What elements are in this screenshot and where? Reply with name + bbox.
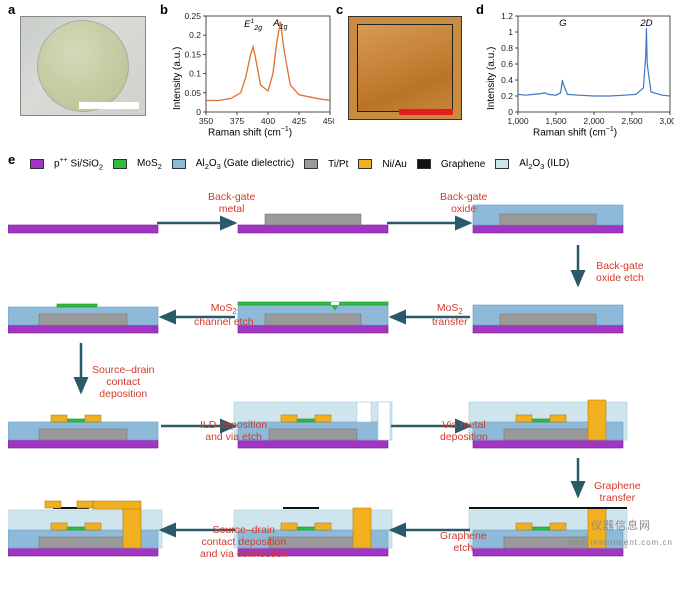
svg-text:0.15: 0.15 xyxy=(184,49,201,59)
svg-text:3,000: 3,000 xyxy=(659,116,674,126)
panel-d-chart: 00.20.40.60.811.21,0001,5002,0002,5003,0… xyxy=(488,10,674,138)
legend-swatch xyxy=(30,159,44,169)
svg-text:1,500: 1,500 xyxy=(545,116,567,126)
step-label-mos2-transfer: MoS2transfer xyxy=(432,302,468,328)
chart-b-xlabel: Raman shift (cm−1) xyxy=(208,126,292,138)
step-label-mos2-etch: MoS2channel etch xyxy=(194,302,254,328)
svg-text:350: 350 xyxy=(199,116,213,126)
step-label-backgate-metal: Back-gatemetal xyxy=(208,191,255,215)
step-label-graphene-etch: Grapheneetch xyxy=(440,530,487,554)
svg-text:0.8: 0.8 xyxy=(501,43,513,53)
chart-b-ylabel: Intensity (a.u.) xyxy=(172,47,183,110)
svg-text:0.1: 0.1 xyxy=(189,69,201,79)
svg-text:2,500: 2,500 xyxy=(621,116,643,126)
step-label-sd-deposition: Source–draincontactdeposition xyxy=(92,364,154,400)
flow-area: Back-gatemetal Back-gateoxide Back-gateo… xyxy=(8,180,678,590)
legend-swatch xyxy=(172,159,186,169)
chart-b-svg: 00.050.10.150.20.25350375400425450E12gA1… xyxy=(174,10,334,138)
legend-label: Ti/Pt xyxy=(328,159,348,170)
legend-label: Al2O3 (ILD) xyxy=(519,158,569,171)
legend-label: Graphene xyxy=(441,159,485,170)
panel-a-image xyxy=(20,16,146,116)
panel-c-image xyxy=(348,16,462,120)
panel-a-scalebar xyxy=(79,102,139,109)
legend-swatch xyxy=(417,159,431,169)
legend-label: p++ Si/SiO2 xyxy=(54,157,103,171)
legend-swatch xyxy=(495,159,509,169)
panel-c-scalebar xyxy=(399,109,453,115)
svg-text:1,000: 1,000 xyxy=(507,116,529,126)
panel-e-label: e xyxy=(8,152,15,167)
wafer-photo xyxy=(37,20,129,112)
watermark-1: 仪器信息网 xyxy=(591,517,651,533)
legend-swatch xyxy=(113,159,127,169)
svg-text:450: 450 xyxy=(323,116,334,126)
step-label-final: Source–draincontact depositionand via co… xyxy=(200,524,288,560)
svg-text:0.05: 0.05 xyxy=(184,88,201,98)
svg-text:425: 425 xyxy=(292,116,306,126)
svg-text:0.25: 0.25 xyxy=(184,11,201,21)
legend-label: MoS2 xyxy=(137,158,162,171)
watermark-2: www.instrument.com.cn xyxy=(568,538,673,547)
svg-text:0.6: 0.6 xyxy=(501,59,513,69)
legend-label: Al2O3 (Gate dielectric) xyxy=(196,158,294,171)
svg-text:1: 1 xyxy=(508,27,513,37)
step-label-ild: ILD depositionand via etch xyxy=(200,419,267,443)
svg-text:2,000: 2,000 xyxy=(583,116,605,126)
step-label-via-metal: Via metaldeposition xyxy=(440,419,488,443)
step-label-backgate-oxide: Back-gateoxide xyxy=(440,191,487,215)
step-label-oxide-etch: Back-gateoxide etch xyxy=(596,260,644,284)
svg-text:0.2: 0.2 xyxy=(501,91,513,101)
svg-text:400: 400 xyxy=(261,116,275,126)
svg-text:1.2: 1.2 xyxy=(501,11,513,21)
legend: p++ Si/SiO2 MoS2 Al2O3 (Gate dielectric) Ti… xyxy=(30,155,670,173)
chart-d-ylabel: Intensity (a.u.) xyxy=(486,47,497,110)
legend-swatch xyxy=(358,159,372,169)
top-row: 00.050.10.150.20.25350375400425450E12gA1… xyxy=(8,4,678,144)
legend-label: Ni/Au xyxy=(382,159,406,170)
panel-b-chart: 00.050.10.150.20.25350375400425450E12gA1… xyxy=(174,10,334,138)
legend-swatch xyxy=(304,159,318,169)
svg-text:375: 375 xyxy=(230,116,244,126)
svg-text:0.2: 0.2 xyxy=(189,30,201,40)
chart-d-xlabel: Raman shift (cm−1) xyxy=(533,126,617,138)
svg-text:0.4: 0.4 xyxy=(501,75,513,85)
chart-d-svg: 00.20.40.60.811.21,0001,5002,0002,5003,0… xyxy=(488,10,674,138)
panel-c-inner xyxy=(357,24,453,112)
step-label-graphene-transfer: Graphenetransfer xyxy=(594,480,641,504)
